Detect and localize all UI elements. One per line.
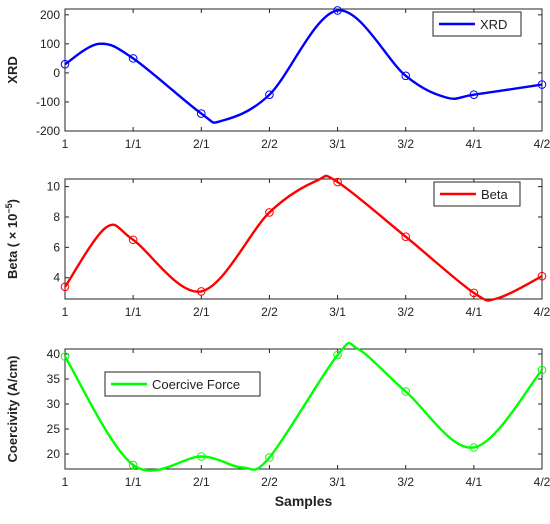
legend-label: XRD bbox=[480, 17, 507, 32]
legend-label: Beta bbox=[481, 187, 509, 202]
data-point bbox=[469, 90, 479, 99]
y-tick-label: 25 bbox=[47, 422, 61, 436]
data-point bbox=[333, 177, 342, 187]
y-tick-label: -100 bbox=[36, 95, 60, 109]
plot-area-frame bbox=[64, 8, 543, 132]
legend: Coercive Force bbox=[104, 371, 261, 397]
data-point bbox=[60, 352, 70, 361]
x-tick-label: 4/2 bbox=[534, 475, 550, 489]
x-tick-label: 3/1 bbox=[329, 305, 346, 319]
y-tick-label: 8 bbox=[53, 210, 60, 224]
data-point bbox=[265, 208, 274, 217]
data-point bbox=[401, 232, 411, 242]
y-tick-label: 30 bbox=[47, 397, 61, 411]
y-tick-label: 4 bbox=[53, 271, 60, 285]
y-tick-label: 200 bbox=[40, 8, 60, 22]
x-tick-label: 3/2 bbox=[397, 475, 414, 489]
x-tick-label: 2/2 bbox=[261, 305, 278, 319]
legend: XRD bbox=[432, 11, 522, 37]
data-point bbox=[401, 387, 411, 396]
x-tick-label: 2/2 bbox=[261, 137, 278, 151]
y-axis-label: Coercivity (A/cm) bbox=[5, 356, 20, 463]
x-tick-label: 1 bbox=[62, 305, 69, 319]
y-axis-label-exponent: −5 bbox=[4, 203, 14, 213]
data-point bbox=[265, 453, 274, 462]
data-point bbox=[537, 80, 547, 89]
data-point bbox=[60, 282, 70, 292]
x-tick-label: 3/2 bbox=[397, 137, 414, 151]
data-point bbox=[469, 443, 479, 452]
x-tick-label: 4/1 bbox=[466, 305, 483, 319]
x-tick-label: 4/2 bbox=[534, 137, 550, 151]
y-axis-label: Beta ( × 10−5) bbox=[4, 199, 20, 279]
y-tick-label: -200 bbox=[36, 124, 60, 138]
x-tick-label: 2/2 bbox=[261, 475, 278, 489]
plot-area-frame bbox=[64, 348, 543, 470]
x-tick-label: 3/1 bbox=[329, 137, 346, 151]
y-tick-label: 10 bbox=[47, 180, 61, 194]
x-tick-label: 3/2 bbox=[397, 305, 414, 319]
y-axis-label-end: ) bbox=[5, 199, 20, 203]
y-tick-label: 100 bbox=[40, 37, 60, 51]
data-point bbox=[60, 59, 70, 69]
data-point bbox=[469, 288, 479, 298]
data-point bbox=[128, 54, 138, 63]
plot-area-frame bbox=[64, 178, 543, 300]
y-tick-label: 6 bbox=[53, 240, 60, 254]
x-tick-label: 1 bbox=[62, 475, 69, 489]
series-line bbox=[63, 341, 543, 472]
data-point bbox=[537, 365, 547, 375]
x-tick-label: 1/1 bbox=[125, 137, 142, 151]
series-line bbox=[64, 9, 543, 124]
data-point bbox=[333, 350, 342, 360]
y-axis-label: XRD bbox=[5, 56, 20, 83]
x-tick-label: 3/1 bbox=[329, 475, 346, 489]
y-tick-label: 40 bbox=[47, 347, 61, 361]
y-tick-label: 0 bbox=[53, 66, 60, 80]
data-point bbox=[265, 90, 274, 99]
x-tick-label: 4/1 bbox=[466, 475, 483, 489]
x-tick-label: 2/1 bbox=[193, 475, 210, 489]
data-point bbox=[401, 71, 411, 81]
x-tick-label: 4/1 bbox=[466, 137, 483, 151]
x-tick-label: 4/2 bbox=[534, 305, 550, 319]
data-point bbox=[128, 460, 138, 470]
x-tick-label: 1 bbox=[62, 137, 69, 151]
data-point bbox=[196, 109, 206, 118]
x-axis-label: Samples bbox=[275, 493, 333, 509]
y-tick-label: 35 bbox=[47, 372, 61, 386]
x-tick-label: 1/1 bbox=[125, 305, 142, 319]
x-tick-label: 2/1 bbox=[193, 137, 210, 151]
data-point bbox=[128, 235, 138, 245]
x-tick-label: 1/1 bbox=[125, 475, 142, 489]
y-tick-label: 20 bbox=[47, 447, 61, 461]
legend: Beta bbox=[433, 181, 521, 207]
data-point bbox=[333, 6, 342, 15]
data-point bbox=[196, 287, 206, 296]
legend-label: Coercive Force bbox=[152, 377, 240, 392]
chart-panel-2: 1 1/1 2/1 2/2 3/1 3/2 4/1 4/2 4 6 8 10 Beta ( × 10−5… bbox=[4, 174, 550, 319]
data-point bbox=[537, 271, 547, 281]
chart-panel-1: 1 1/1 2/1 2/2 3/1 3/2 4/1 4/2 -200 -100 0 100 200 XRD… bbox=[5, 6, 550, 151]
chart-panel-3: 1 1/1 2/1 2/2 3/1 3/2 4/1 4/2 20 25 30 35 40 Coercivi… bbox=[5, 341, 550, 509]
data-point bbox=[196, 452, 206, 461]
x-tick-label: 2/1 bbox=[193, 305, 210, 319]
